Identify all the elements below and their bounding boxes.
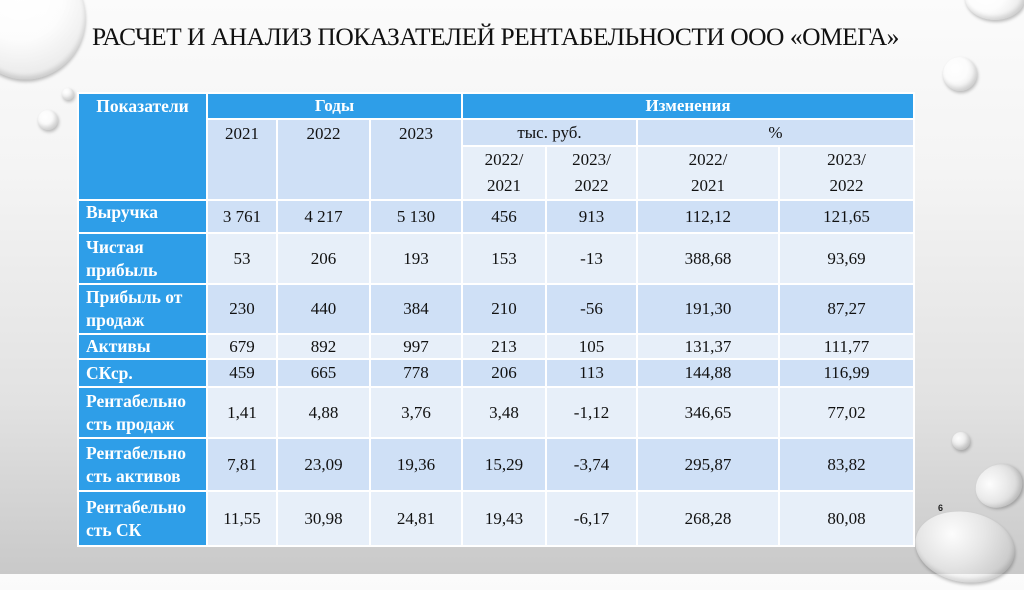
cell: 30,98 [276,490,371,547]
cell: 23,09 [276,437,371,492]
table-row: Активы 679 892 997 213 105 131,37 111,77 [77,333,915,360]
cell: 144,88 [636,358,780,388]
header-changes: Изменения [461,92,915,120]
cell: 153 [461,232,547,285]
cell: 456 [461,199,547,234]
cell: 11,55 [206,490,278,547]
cell: 210 [461,283,547,335]
cell: 892 [276,333,371,360]
cell: 53 [206,232,278,285]
row-label: СКср. [77,358,208,388]
cell: 24,81 [369,490,463,547]
header-abs-2022-2021: 2022/2021 [461,145,547,201]
cell: 459 [206,358,278,388]
cell: 77,02 [778,386,915,439]
cell: 206 [461,358,547,388]
header-year-2022: 2022 [276,118,371,201]
cell: 19,43 [461,490,547,547]
row-label: Рентабельно сть СК [77,490,208,547]
profitability-table: Показатели Годы Изменения 2021 2022 2023… [77,92,915,547]
cell: 121,65 [778,199,915,234]
cell: 997 [369,333,463,360]
cell: 679 [206,333,278,360]
cell: 1,41 [206,386,278,439]
water-drop-decoration [967,455,1024,517]
cell: 116,99 [778,358,915,388]
page-number: 6 [938,503,944,513]
cell: 213 [461,333,547,360]
cell: 230 [206,283,278,335]
cell: -56 [545,283,638,335]
row-label: Рентабельно сть продаж [77,386,208,439]
cell: 3,48 [461,386,547,439]
header-pct-2023-2022: 2023/2022 [778,145,915,201]
cell: 191,30 [636,283,780,335]
cell: 268,28 [636,490,780,547]
cell: 87,27 [778,283,915,335]
cell: -13 [545,232,638,285]
cell: -6,17 [545,490,638,547]
cell: 4 217 [276,199,371,234]
header-year-2023: 2023 [369,118,463,201]
cell: -3,74 [545,437,638,492]
row-label: Выручка [77,199,208,234]
water-drop-decoration [38,110,58,130]
cell: 3 761 [206,199,278,234]
table-row: Рентабельно сть активов 7,81 23,09 19,36 … [77,437,915,492]
cell: 346,65 [636,386,780,439]
cell: 388,68 [636,232,780,285]
table-row: Рентабельно сть СК 11,55 30,98 24,81 19,4… [77,490,915,547]
cell: 83,82 [778,437,915,492]
cell: 913 [545,199,638,234]
water-drop-decoration [952,432,970,450]
cell: 15,29 [461,437,547,492]
table-row: Прибыль от продаж 230 440 384 210 -56 191… [77,283,915,335]
header-indicators: Показатели [77,92,208,201]
cell: 295,87 [636,437,780,492]
cell: 665 [276,358,371,388]
cell: 19,36 [369,437,463,492]
cell: 384 [369,283,463,335]
cell: 93,69 [778,232,915,285]
row-label: Прибыль от продаж [77,283,208,335]
header-abs-unit: тыс. руб. [461,118,638,147]
cell: 105 [545,333,638,360]
cell: 131,37 [636,333,780,360]
cell: 5 130 [369,199,463,234]
cell: 112,12 [636,199,780,234]
cell: 7,81 [206,437,278,492]
cell: 440 [276,283,371,335]
header-pct-2022-2021: 2022/2021 [636,145,780,201]
cell: 111,77 [778,333,915,360]
cell: 113 [545,358,638,388]
row-label: Рентабельно сть активов [77,437,208,492]
header-pct-unit: % [636,118,915,147]
cell: 193 [369,232,463,285]
slide-title: Расчет и анализ показателей рентабельнос… [92,22,899,51]
header-abs-2023-2022: 2023/2022 [545,145,638,201]
row-label: Активы [77,333,208,360]
water-drop-decoration [0,0,105,99]
table-row: Выручка 3 761 4 217 5 130 456 913 112,12… [77,199,915,234]
water-drop-decoration [62,88,74,100]
table-row: Рентабельно сть продаж 1,41 4,88 3,76 3,4… [77,386,915,439]
header-years: Годы [206,92,463,120]
cell: -1,12 [545,386,638,439]
cell: 778 [369,358,463,388]
header-year-2021: 2021 [206,118,278,201]
cell: 206 [276,232,371,285]
cell: 4,88 [276,386,371,439]
cell: 3,76 [369,386,463,439]
table-row: СКср. 459 665 778 206 113 144,88 116,99 [77,358,915,388]
water-drop-decoration [909,503,1021,590]
row-label: Чистая прибыль [77,232,208,285]
table-row: Чистая прибыль 53 206 193 153 -13 388,68 … [77,232,915,285]
water-drop-decoration [943,57,977,91]
cell: 80,08 [778,490,915,547]
water-drop-decoration [965,0,1024,20]
